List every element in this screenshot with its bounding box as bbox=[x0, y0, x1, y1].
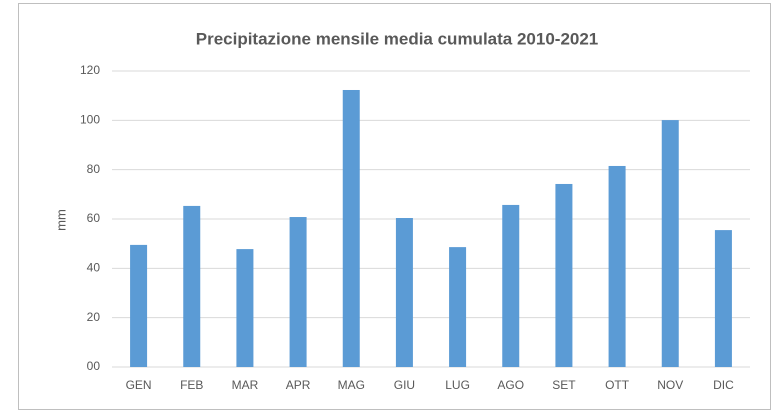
y-tick-label: 100 bbox=[80, 113, 100, 127]
y-tick-label: 60 bbox=[87, 211, 101, 225]
y-tick-label: 40 bbox=[87, 261, 101, 275]
bar bbox=[236, 249, 254, 367]
y-tick-label: 00 bbox=[87, 359, 101, 373]
x-tick-label: DIC bbox=[713, 378, 734, 392]
x-tick-label: MAR bbox=[232, 378, 259, 392]
x-tick-label: GIU bbox=[394, 378, 415, 392]
bar bbox=[608, 165, 626, 367]
y-axis-label: mm bbox=[53, 209, 68, 231]
bar bbox=[502, 204, 520, 367]
bar bbox=[342, 89, 360, 367]
bar bbox=[130, 244, 148, 367]
x-tick-label: OTT bbox=[605, 378, 630, 392]
x-tick-label: MAG bbox=[338, 378, 365, 392]
y-tick-label: 80 bbox=[87, 162, 101, 176]
x-tick-label: FEB bbox=[180, 378, 203, 392]
y-tick-label: 20 bbox=[87, 310, 101, 324]
x-tick-label: AGO bbox=[497, 378, 524, 392]
bar bbox=[449, 247, 467, 367]
bar bbox=[555, 183, 573, 367]
x-tick-label: LUG bbox=[445, 378, 470, 392]
bar bbox=[289, 217, 307, 367]
x-tick-label: NOV bbox=[657, 378, 683, 392]
bar bbox=[661, 120, 679, 367]
x-tick-label: SET bbox=[552, 378, 576, 392]
bar bbox=[714, 230, 732, 367]
chart-title: Precipitazione mensile media cumulata 20… bbox=[196, 29, 599, 48]
x-tick-label: APR bbox=[286, 378, 311, 392]
bar bbox=[395, 218, 413, 367]
x-tick-label: GEN bbox=[126, 378, 152, 392]
bar bbox=[183, 205, 201, 367]
y-tick-label: 120 bbox=[80, 63, 100, 77]
